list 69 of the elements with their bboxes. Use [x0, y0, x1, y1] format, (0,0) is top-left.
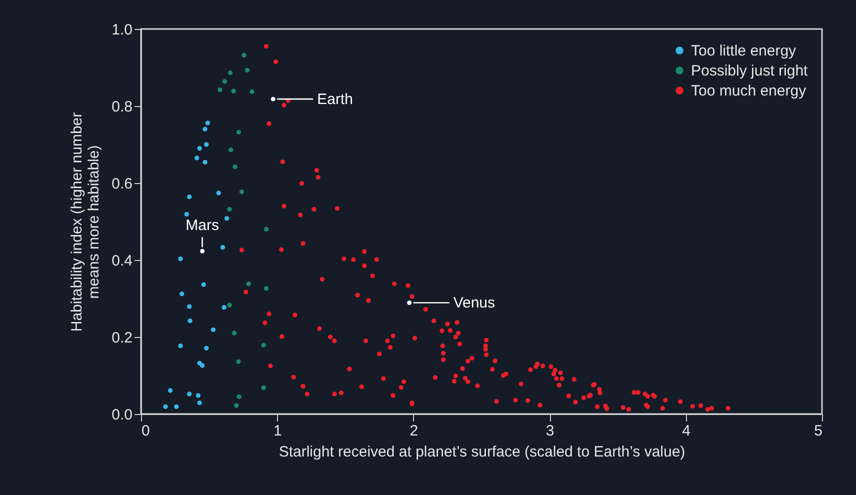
point — [236, 359, 241, 364]
annotation: Earth — [317, 91, 353, 108]
point — [220, 244, 226, 250]
point — [236, 130, 241, 135]
point — [187, 392, 192, 396]
point — [242, 52, 246, 58]
x-axis-title: Starlight received at planet’s surface (scaled to Earth’s value) — [278, 444, 686, 460]
point — [163, 404, 168, 410]
annotation: Venus — [453, 294, 496, 312]
point — [234, 403, 239, 408]
point — [232, 330, 237, 336]
point — [205, 120, 210, 126]
x-tick-label: 3 — [546, 422, 554, 440]
y-tick-label: 0.2 — [112, 330, 132, 346]
y-tick-label: 0.6 — [112, 176, 132, 192]
point — [250, 89, 254, 94]
point — [197, 400, 202, 406]
y-tick-label: 0.0 — [112, 406, 132, 424]
point — [261, 385, 266, 390]
point — [178, 344, 183, 348]
point — [261, 342, 266, 348]
point — [244, 68, 250, 73]
point — [222, 79, 228, 84]
point — [180, 292, 184, 296]
point — [188, 318, 192, 324]
point — [200, 363, 205, 368]
point — [184, 212, 189, 217]
legend-label: Possibly just right — [691, 62, 809, 80]
point — [227, 302, 232, 308]
point — [201, 282, 206, 287]
point — [232, 164, 238, 170]
point — [187, 304, 192, 309]
point — [239, 190, 244, 194]
point — [224, 216, 230, 221]
point — [216, 190, 221, 196]
x-tick-label: 1 — [274, 422, 282, 440]
point — [210, 327, 216, 332]
annotation: Mars — [186, 217, 219, 234]
point — [196, 393, 201, 398]
point — [222, 305, 226, 310]
point — [204, 346, 209, 351]
point — [202, 160, 208, 165]
point — [174, 404, 179, 410]
point — [228, 70, 233, 76]
x-tick-label: 0 — [142, 422, 150, 440]
x-tick-label: 5 — [814, 422, 822, 440]
point — [218, 87, 222, 92]
point — [197, 146, 202, 151]
point — [236, 394, 242, 400]
point — [187, 194, 192, 200]
point — [227, 206, 232, 212]
point — [194, 156, 200, 160]
point — [246, 282, 251, 286]
point — [264, 226, 269, 232]
point — [202, 126, 208, 132]
point — [228, 148, 234, 152]
y-axis-title: Habitability index (higher number means more habitable) — [68, 112, 103, 332]
legend-label: Too little energy — [691, 42, 797, 60]
y-tick-label: 0.4 — [112, 252, 132, 270]
legend-label: Too much energy — [691, 82, 807, 100]
x-tick-label: 4 — [682, 422, 690, 440]
point — [231, 88, 236, 94]
y-tick-label: 1.0 — [112, 22, 132, 38]
point — [204, 142, 209, 147]
y-tick-label: 0.8 — [112, 98, 132, 116]
point — [264, 286, 269, 291]
point — [168, 388, 173, 393]
point — [178, 256, 183, 262]
x-tick-label: 2 — [410, 422, 418, 440]
